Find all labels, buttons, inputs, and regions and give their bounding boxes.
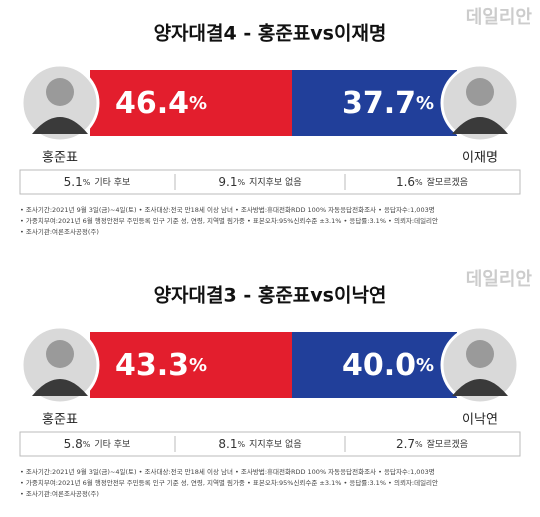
photo-body [452, 117, 508, 134]
photo-head [466, 78, 494, 106]
photo-head [46, 78, 74, 106]
text-part: 43.3 [115, 348, 189, 383]
other-share: 5.1% 기타 후보 [64, 175, 131, 189]
other-share: 2.7% 잘모르겠음 [396, 437, 468, 451]
other-share: 1.6% 잘모르겠음 [396, 175, 468, 189]
text-part: 5.8 [64, 437, 83, 451]
text-part: 기타 후보 [94, 439, 130, 450]
text-part: % [83, 440, 91, 449]
text-part: 9.1 [218, 175, 237, 189]
footnote: • 조사기간:2021년 9월 3일(금)~4일(토) • 조사대상:전국 만1… [20, 467, 435, 476]
text-part: % [189, 93, 207, 114]
photo-body [452, 379, 508, 396]
candidate-name: 이낙연 [462, 413, 498, 428]
right-bar [292, 332, 457, 398]
footnote: • 가중치부여:2021년 6월 행정안전부 주민등록 인구 기준 성, 연령,… [20, 478, 438, 487]
text-part: 8.1 [218, 437, 237, 451]
panel-title: 양자대결4 - 홍준표vs이재명 [154, 22, 387, 45]
vote-share: 40.0% [342, 348, 434, 383]
text-part: 지지후보 없음 [249, 439, 302, 450]
watermark: 데일리안 [466, 7, 533, 28]
photo-head [466, 340, 494, 368]
text-part: % [237, 440, 245, 449]
text-part: 기타 후보 [94, 177, 130, 188]
text-part: 지지후보 없음 [249, 177, 302, 188]
text-part: % [189, 355, 207, 376]
other-share: 8.1% 지지후보 없음 [218, 437, 301, 451]
text-part: 37.7 [342, 86, 416, 121]
other-share: 5.8% 기타 후보 [64, 437, 131, 451]
text-part: 5.1 [64, 175, 83, 189]
watermark: 데일리안 [466, 269, 533, 290]
text-part: % [416, 355, 434, 376]
footnote: • 조사기관:여론조사공정(주) [20, 489, 99, 498]
text-part: 40.0 [342, 348, 416, 383]
footnote: • 가중치부여:2021년 6월 행정안전부 주민등록 인구 기준 성, 연령,… [20, 216, 438, 225]
photo-body [32, 117, 88, 134]
text-part: % [415, 440, 423, 449]
vote-share: 43.3% [115, 348, 207, 383]
text-part: % [416, 93, 434, 114]
text-part: % [237, 178, 245, 187]
panel-title: 양자대결3 - 홍준표vs이낙연 [154, 284, 387, 307]
left-bar [90, 70, 292, 136]
other-share: 9.1% 지지후보 없음 [218, 175, 301, 189]
footnote: • 조사기간:2021년 9월 3일(금)~4일(토) • 조사대상:전국 만1… [20, 205, 435, 214]
photo-head [46, 340, 74, 368]
text-part: 잘모르겠음 [427, 438, 468, 450]
left-bar [90, 332, 292, 398]
text-part: 2.7 [396, 437, 415, 451]
footnote: • 조사기관:여론조사공정(주) [20, 227, 99, 236]
text-part: 1.6 [396, 175, 415, 189]
text-part: % [415, 178, 423, 187]
right-bar [292, 70, 457, 136]
text-part: % [83, 178, 91, 187]
others-box [19, 431, 521, 457]
vote-share: 46.4% [115, 86, 207, 121]
vote-share: 37.7% [342, 86, 434, 121]
candidate-name: 홍준표 [42, 151, 78, 166]
text-part: 46.4 [115, 86, 189, 121]
candidate-name: 홍준표 [42, 413, 78, 428]
text-part: 잘모르겠음 [427, 176, 468, 188]
others-box [19, 169, 521, 195]
candidate-name: 이재명 [462, 151, 498, 166]
photo-body [32, 379, 88, 396]
